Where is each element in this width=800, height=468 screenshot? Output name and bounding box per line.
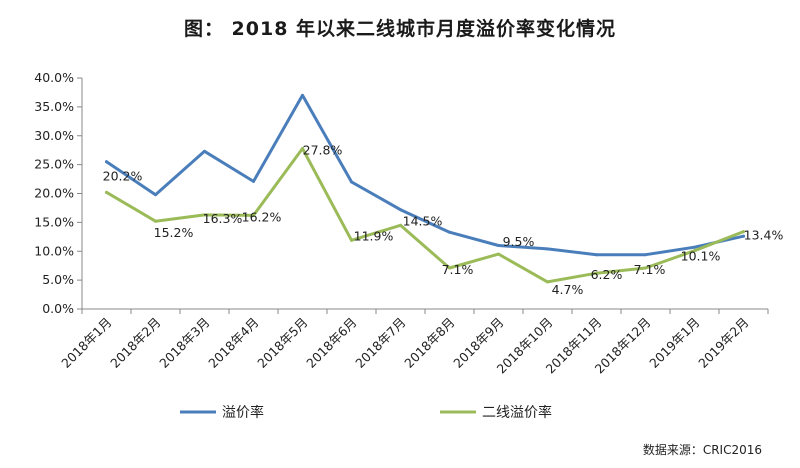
data-point: [546, 280, 549, 284]
series-line-1: [105, 93, 745, 257]
y-tick-label: 0.0%: [42, 301, 74, 316]
data-point: [742, 234, 745, 238]
data-point: [742, 230, 745, 234]
data-point: [693, 245, 696, 249]
data-point: [105, 160, 108, 164]
chart-title: 图： 2018 年以来二线城市月度溢价率变化情况: [183, 18, 617, 40]
data-point: [497, 243, 500, 247]
x-tick-label: 2018年1月: [58, 315, 114, 371]
series-line-2: [105, 147, 745, 284]
x-tick-label: 2018年7月: [352, 315, 408, 371]
x-tick-label: 2018年2月: [107, 315, 163, 371]
x-tick-label: 2019年2月: [695, 315, 751, 371]
axes: 0.0% 5.0% 10.0% 15.0% 20.0% 25.0% 30.0% 35.0% 40…: [34, 70, 769, 377]
data-label: 9.5%: [503, 234, 535, 249]
y-tick-label: 5.0%: [42, 272, 74, 287]
data-point: [252, 213, 255, 217]
x-tick-label: 2018年4月: [205, 315, 261, 371]
legend: 溢价率 二线溢价率: [180, 404, 552, 421]
data-label: 16.2%: [242, 209, 282, 224]
data-label: 13.4%: [744, 228, 784, 243]
data-point: [301, 146, 304, 150]
y-tick-label: 10.0%: [34, 243, 74, 258]
data-label: 10.1%: [681, 249, 721, 264]
legend-label: 溢价率: [222, 404, 264, 421]
x-tick-label: 2019年1月: [646, 315, 702, 371]
series-layer: [105, 93, 745, 284]
y-tick-label: 20.0%: [34, 186, 74, 201]
data-point: [203, 149, 206, 153]
x-tick-label: 2018年6月: [303, 315, 359, 371]
x-tick-label: 2018年8月: [401, 315, 457, 371]
data-labels: 20.2% 15.2% 16.3% 16.2% 27.8% 11.9% 14.5% 7.1% 9…: [103, 142, 784, 296]
data-point: [448, 266, 451, 270]
data-label: 27.8%: [303, 142, 343, 157]
data-label: 20.2%: [103, 168, 143, 183]
data-point: [595, 253, 598, 257]
data-point: [252, 179, 255, 183]
data-point: [301, 93, 304, 97]
y-tick-label: 40.0%: [34, 70, 74, 85]
data-point: [203, 213, 206, 217]
data-point: [497, 252, 500, 256]
data-label: 16.3%: [203, 211, 243, 226]
data-point: [595, 271, 598, 275]
legend-label: 二线溢价率: [482, 404, 552, 421]
x-tick-label: 2018年5月: [254, 315, 310, 371]
data-label: 6.2%: [591, 267, 623, 282]
data-point: [154, 219, 157, 223]
data-point: [546, 247, 549, 251]
data-label: 14.5%: [403, 213, 443, 228]
data-point: [644, 253, 647, 257]
data-point: [154, 193, 157, 197]
data-point: [399, 208, 402, 212]
y-tick-label: 15.0%: [34, 214, 74, 229]
data-point: [644, 266, 647, 270]
data-point: [399, 223, 402, 227]
data-point: [350, 238, 353, 242]
data-label: 11.9%: [354, 228, 394, 243]
data-label: 4.7%: [552, 282, 584, 297]
y-tick-label: 25.0%: [34, 157, 74, 172]
data-point: [350, 180, 353, 184]
data-point: [105, 190, 108, 194]
data-label: 7.1%: [634, 262, 666, 277]
x-tick-label: 2018年3月: [156, 315, 212, 371]
data-point: [448, 230, 451, 234]
y-tick-label: 30.0%: [34, 128, 74, 143]
y-tick-label: 35.0%: [34, 99, 74, 114]
data-point: [693, 249, 696, 253]
data-label: 7.1%: [442, 262, 474, 277]
source-note: 数据来源：CRIC2016: [642, 443, 762, 457]
data-label: 15.2%: [154, 225, 194, 240]
